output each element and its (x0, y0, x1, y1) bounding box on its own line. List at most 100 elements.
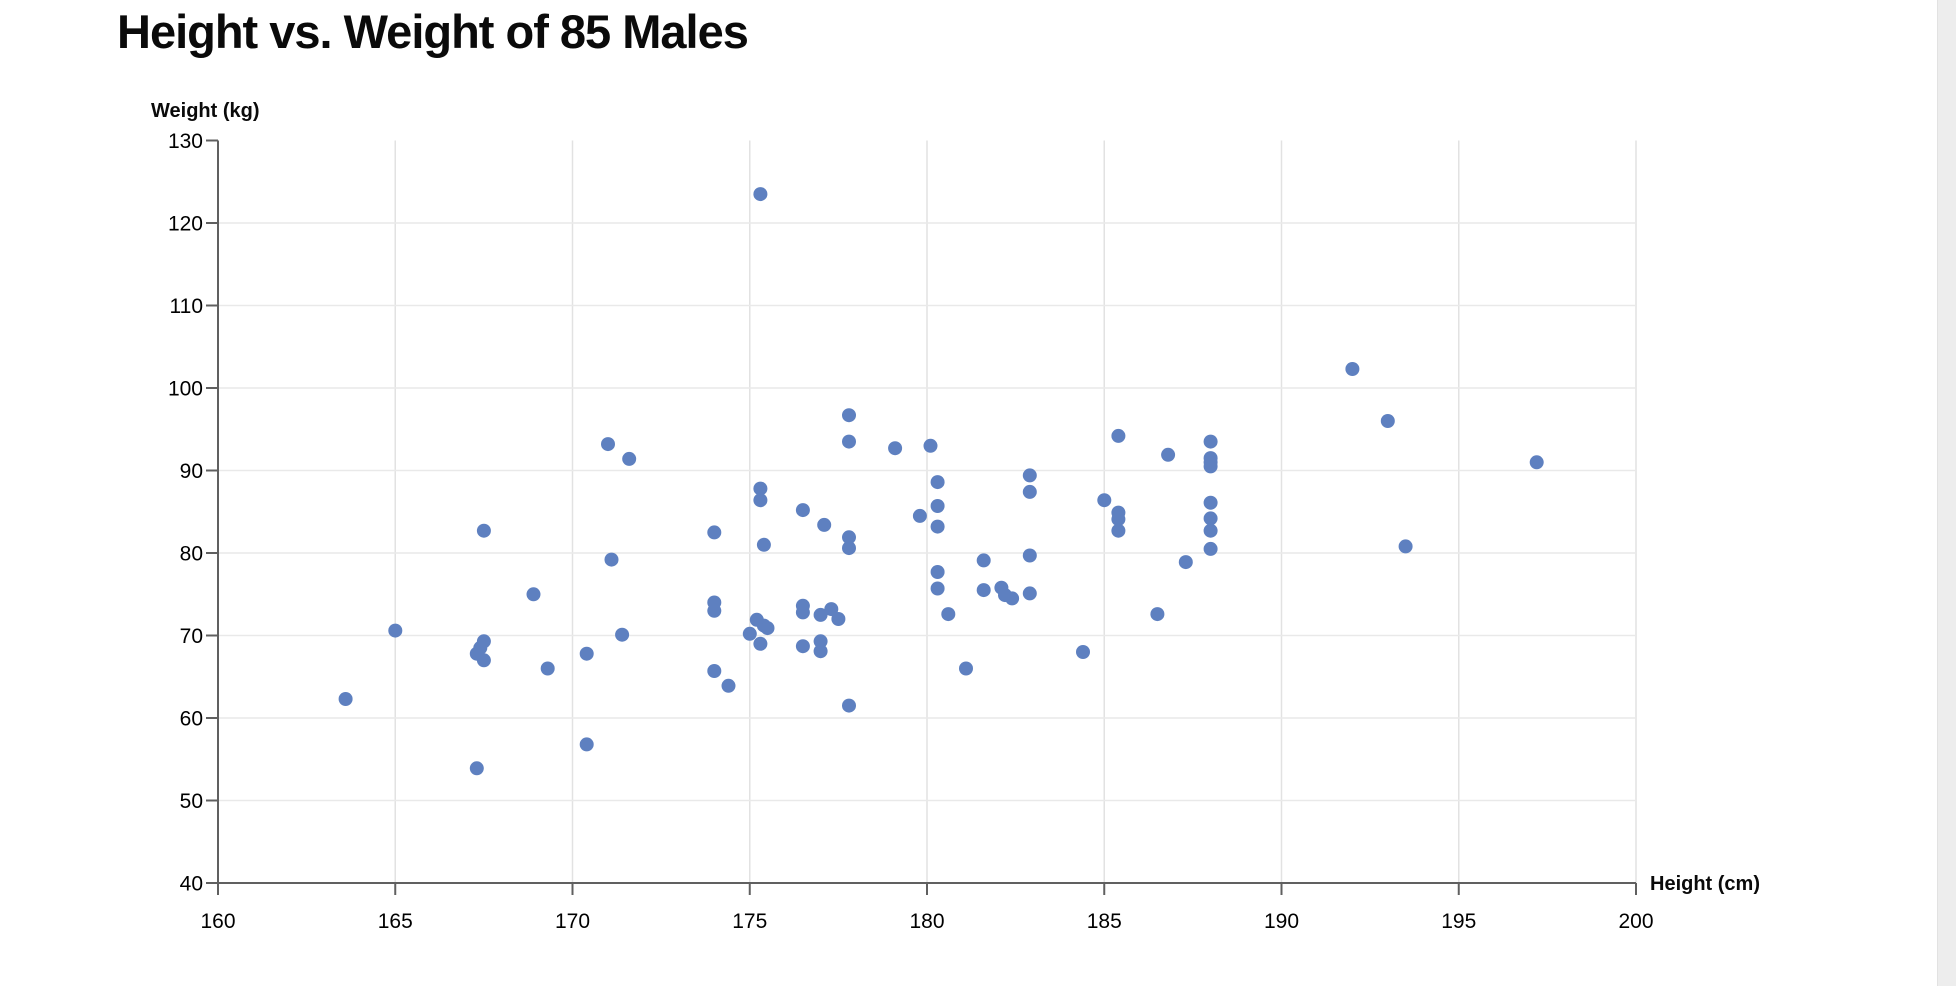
data-point (976, 553, 991, 568)
data-point (1111, 523, 1126, 538)
data-point (753, 636, 768, 651)
data-point (1005, 591, 1020, 606)
data-point (540, 661, 555, 676)
data-point (930, 565, 945, 579)
x-tick-label: 195 (1441, 910, 1476, 933)
y-tick-label: 40 (180, 873, 203, 896)
data-point (824, 602, 839, 617)
y-tick-label: 60 (180, 708, 203, 731)
chart-title: Height vs. Weight of 85 Males (117, 5, 749, 58)
data-point (795, 503, 810, 518)
data-points (338, 187, 1544, 776)
data-point (1022, 468, 1037, 483)
data-point (1022, 484, 1037, 499)
data-point (930, 519, 945, 534)
x-axis-title: Height (cm) (1650, 873, 1760, 895)
data-point (1380, 414, 1395, 428)
data-point (338, 692, 353, 706)
x-tick-label: 190 (1264, 910, 1299, 933)
y-tick-label: 80 (180, 543, 203, 566)
data-point (976, 583, 991, 598)
data-point (707, 664, 722, 678)
axes (206, 139, 1637, 895)
data-point (813, 644, 828, 659)
data-point (469, 761, 484, 776)
y-tick-label: 50 (180, 790, 203, 813)
data-point (526, 587, 541, 602)
data-point (579, 646, 594, 661)
x-tick-label: 165 (378, 910, 413, 933)
y-tick-label: 70 (180, 625, 203, 648)
data-point (930, 475, 945, 490)
data-point (795, 605, 810, 620)
data-point (1203, 541, 1218, 556)
data-point (1203, 459, 1218, 474)
data-point (941, 607, 956, 622)
x-tick-label: 185 (1087, 910, 1122, 933)
data-point (817, 517, 832, 532)
data-point (721, 678, 736, 693)
data-point (756, 537, 771, 552)
x-tick-label: 160 (200, 910, 235, 933)
data-point (1178, 555, 1193, 570)
data-point (1111, 512, 1126, 527)
gridlines (218, 140, 1637, 883)
y-axis-title: Weight (kg) (151, 100, 260, 122)
data-point (476, 653, 491, 668)
data-point (813, 634, 828, 649)
data-point (842, 698, 856, 713)
data-point (742, 626, 757, 641)
data-point (1022, 548, 1037, 563)
data-point (930, 581, 945, 596)
data-point (753, 481, 768, 496)
data-point (1161, 447, 1176, 462)
scrollbar-track[interactable] (1937, 0, 1956, 986)
x-tick-label: 170 (555, 910, 590, 933)
data-point (842, 541, 856, 556)
data-point (579, 737, 594, 752)
x-tick-label: 175 (732, 910, 767, 933)
data-point (959, 661, 973, 676)
data-point (831, 612, 846, 626)
data-point (923, 438, 938, 453)
data-point (1203, 495, 1218, 510)
data-point (795, 639, 810, 654)
data-point (615, 627, 630, 642)
data-point (476, 634, 491, 649)
y-tick-label: 130 (168, 130, 203, 153)
y-tick-label: 90 (180, 460, 203, 483)
data-point (842, 408, 856, 423)
data-point (753, 493, 768, 508)
data-point (622, 451, 637, 466)
data-point (842, 434, 856, 449)
data-point (476, 523, 491, 538)
data-point (1150, 607, 1165, 622)
x-tick-label: 180 (909, 910, 944, 933)
data-point (888, 441, 903, 456)
data-point (601, 437, 615, 452)
data-point (604, 552, 619, 567)
data-point (930, 499, 945, 513)
data-point (753, 187, 768, 202)
data-point (760, 621, 775, 636)
data-point (707, 525, 722, 540)
y-tick-label: 120 (168, 213, 203, 236)
data-point (707, 603, 722, 618)
data-point (1022, 586, 1037, 601)
data-point (388, 623, 403, 638)
data-point (1345, 362, 1360, 376)
data-point (813, 607, 828, 622)
x-tick-label: 200 (1618, 910, 1653, 933)
data-point (1111, 428, 1126, 443)
data-point (1203, 434, 1218, 449)
y-tick-label: 110 (170, 295, 203, 318)
data-point (1076, 645, 1090, 659)
data-point (1097, 493, 1112, 508)
data-point (1398, 539, 1413, 554)
data-point (912, 508, 927, 523)
data-point (1203, 511, 1218, 526)
data-point (842, 530, 856, 545)
data-point (1529, 455, 1544, 470)
